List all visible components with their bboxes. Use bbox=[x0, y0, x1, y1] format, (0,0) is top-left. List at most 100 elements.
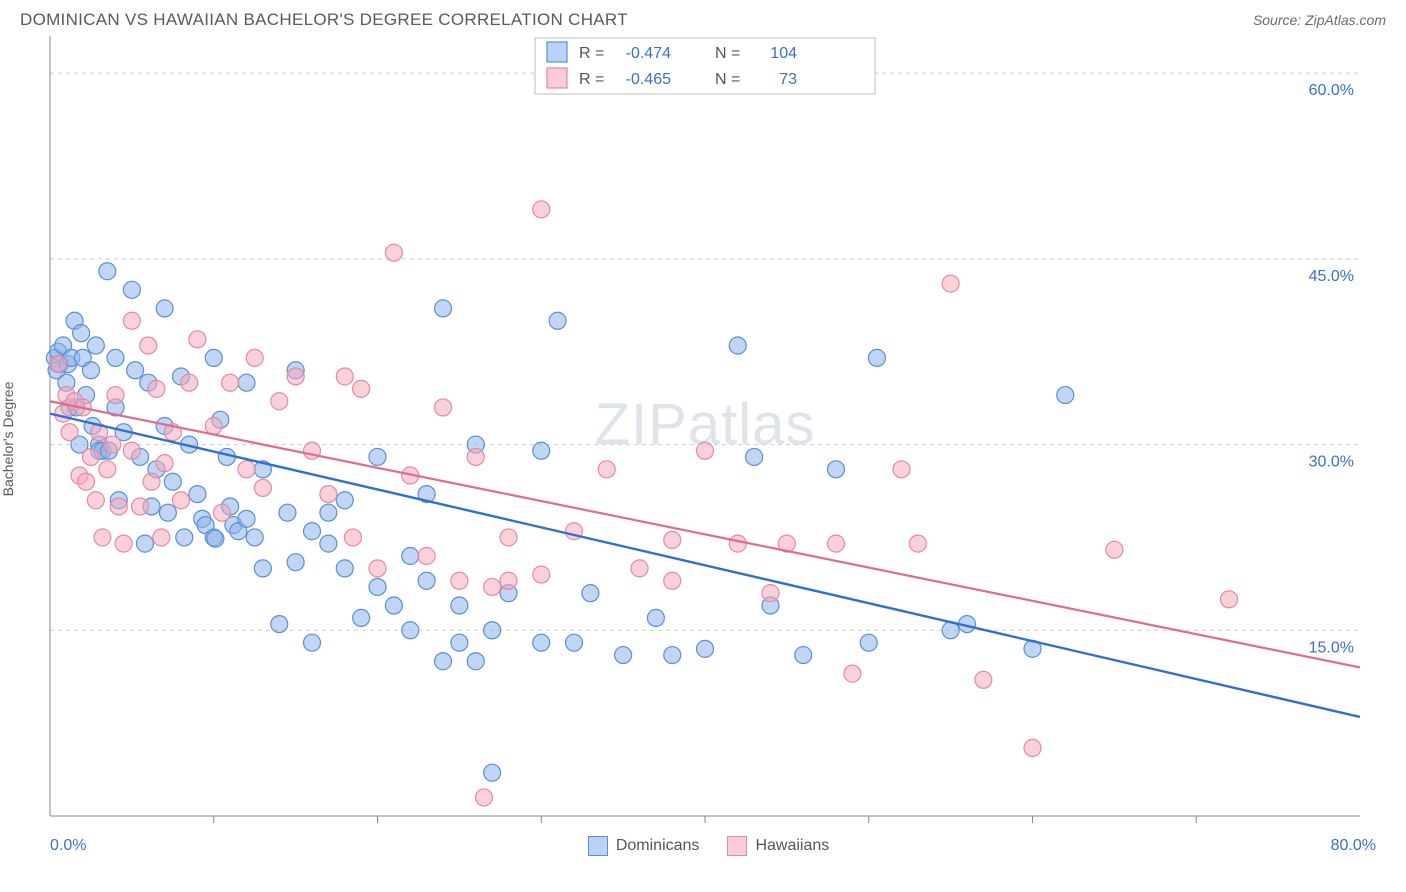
data-point bbox=[136, 535, 153, 552]
data-point bbox=[435, 653, 452, 670]
x-axis-max-label: 80.0% bbox=[1331, 837, 1386, 855]
data-point bbox=[467, 653, 484, 670]
data-point bbox=[418, 572, 435, 589]
stats-r-value: -0.474 bbox=[626, 45, 671, 62]
data-point bbox=[975, 671, 992, 688]
data-point bbox=[484, 622, 501, 639]
data-point bbox=[402, 622, 419, 639]
stats-n-label: N = bbox=[715, 71, 740, 88]
legend-swatch bbox=[727, 836, 747, 856]
data-point bbox=[336, 368, 353, 385]
data-point bbox=[451, 597, 468, 614]
data-point bbox=[123, 312, 140, 329]
data-point bbox=[320, 535, 337, 552]
scatter-chart: 15.0%30.0%45.0%60.0%ZIPatlasR =-0.474N =… bbox=[20, 36, 1386, 826]
stats-n-label: N = bbox=[715, 45, 740, 62]
data-point bbox=[664, 531, 681, 548]
data-point bbox=[222, 374, 239, 391]
data-point bbox=[435, 300, 452, 317]
chart-title: DOMINICAN VS HAWAIIAN BACHELOR'S DEGREE … bbox=[20, 10, 628, 30]
data-point bbox=[369, 448, 386, 465]
data-point bbox=[132, 498, 149, 515]
data-point bbox=[94, 529, 111, 546]
data-point bbox=[61, 424, 78, 441]
data-point bbox=[1106, 541, 1123, 558]
data-point bbox=[287, 554, 304, 571]
data-point bbox=[533, 442, 550, 459]
data-point bbox=[238, 374, 255, 391]
data-point bbox=[115, 535, 132, 552]
data-point bbox=[615, 647, 632, 664]
data-point bbox=[107, 349, 124, 366]
data-point bbox=[271, 393, 288, 410]
data-point bbox=[254, 560, 271, 577]
data-point bbox=[320, 504, 337, 521]
data-point bbox=[107, 387, 124, 404]
data-point bbox=[336, 492, 353, 509]
data-point bbox=[762, 585, 779, 602]
data-point bbox=[353, 609, 370, 626]
data-point bbox=[697, 640, 714, 657]
stats-r-label: R = bbox=[579, 45, 604, 62]
data-point bbox=[73, 325, 90, 342]
data-point bbox=[205, 418, 222, 435]
data-point bbox=[566, 634, 583, 651]
stats-swatch bbox=[547, 42, 567, 62]
data-point bbox=[451, 634, 468, 651]
data-point bbox=[533, 566, 550, 583]
data-point bbox=[213, 504, 230, 521]
data-point bbox=[304, 634, 321, 651]
data-point bbox=[238, 461, 255, 478]
data-point bbox=[99, 263, 116, 280]
data-point bbox=[385, 597, 402, 614]
data-point bbox=[484, 578, 501, 595]
data-point bbox=[87, 337, 104, 354]
data-point bbox=[82, 362, 99, 379]
y-axis-label: Bachelor's Degree bbox=[0, 382, 16, 497]
legend-item: Dominicans bbox=[588, 836, 700, 856]
data-point bbox=[159, 504, 176, 521]
data-point bbox=[844, 665, 861, 682]
source-attribution: Source: ZipAtlas.com bbox=[1253, 12, 1386, 28]
data-point bbox=[451, 572, 468, 589]
data-point bbox=[104, 436, 121, 453]
data-point bbox=[795, 647, 812, 664]
data-point bbox=[402, 548, 419, 565]
data-point bbox=[631, 560, 648, 577]
data-point bbox=[549, 312, 566, 329]
data-point bbox=[369, 578, 386, 595]
data-point bbox=[1221, 591, 1238, 608]
stats-r-label: R = bbox=[579, 71, 604, 88]
legend-label: Hawaiians bbox=[755, 837, 829, 855]
data-point bbox=[189, 331, 206, 348]
data-point bbox=[173, 492, 190, 509]
x-axis-min-label: 0.0% bbox=[20, 837, 86, 855]
data-point bbox=[336, 560, 353, 577]
data-point bbox=[942, 275, 959, 292]
data-point bbox=[246, 349, 263, 366]
data-point bbox=[484, 764, 501, 781]
data-point bbox=[123, 442, 140, 459]
data-point bbox=[893, 461, 910, 478]
data-point bbox=[475, 789, 492, 806]
data-point bbox=[181, 374, 198, 391]
data-point bbox=[344, 529, 361, 546]
data-point bbox=[189, 486, 206, 503]
data-point bbox=[287, 368, 304, 385]
data-point bbox=[78, 473, 95, 490]
legend-item: Hawaiians bbox=[727, 836, 829, 856]
data-point bbox=[828, 461, 845, 478]
data-point bbox=[127, 362, 144, 379]
legend-swatch bbox=[588, 836, 608, 856]
bottom-bar: 0.0% Dominicans Hawaiians 80.0% bbox=[20, 836, 1386, 856]
data-point bbox=[148, 380, 165, 397]
data-point bbox=[207, 530, 224, 547]
data-point bbox=[254, 479, 271, 496]
data-point bbox=[164, 473, 181, 490]
data-point bbox=[1057, 387, 1074, 404]
data-point bbox=[1024, 739, 1041, 756]
y-tick-label: 30.0% bbox=[1309, 454, 1354, 471]
data-point bbox=[418, 548, 435, 565]
data-point bbox=[320, 486, 337, 503]
y-tick-label: 15.0% bbox=[1309, 639, 1354, 656]
